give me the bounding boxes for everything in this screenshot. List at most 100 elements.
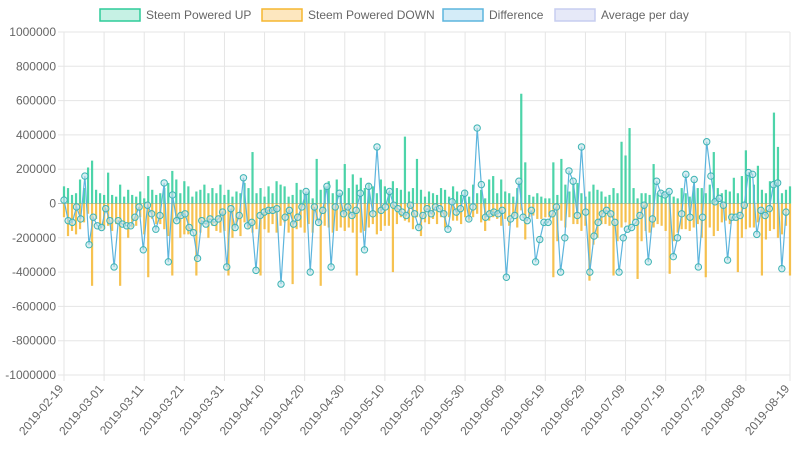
difference-point[interactable] [552,203,561,211]
difference-point[interactable] [302,187,310,196]
difference-point[interactable] [465,215,473,223]
difference-point[interactable] [356,189,365,197]
difference-point[interactable] [285,206,294,215]
difference-point[interactable] [168,191,177,199]
difference-point[interactable] [310,203,319,211]
difference-point[interactable] [314,218,323,227]
difference-point[interactable] [373,143,381,151]
difference-point[interactable] [419,211,427,220]
difference-point[interactable] [306,268,314,276]
difference-point[interactable] [577,143,586,151]
difference-point[interactable] [440,210,448,218]
difference-point[interactable] [339,210,348,218]
difference-point[interactable] [289,220,298,228]
difference-point[interactable] [277,280,285,288]
difference-point[interactable] [402,211,410,220]
difference-point[interactable] [227,204,235,213]
difference-point[interactable] [252,266,260,275]
difference-point[interactable] [406,201,415,209]
difference-point[interactable] [703,138,711,146]
difference-point[interactable] [68,218,77,227]
difference-point[interactable] [590,232,598,240]
difference-point[interactable] [369,210,377,218]
difference-point[interactable] [477,180,486,189]
difference-point[interactable] [736,211,744,220]
difference-point[interactable] [456,204,465,213]
difference-point[interactable] [239,174,248,182]
difference-point[interactable] [677,210,686,218]
difference-point[interactable] [444,225,452,233]
difference-point[interactable] [627,223,636,232]
difference-point[interactable] [223,263,231,271]
difference-point[interactable] [748,170,757,179]
difference-point[interactable] [181,210,189,218]
difference-point[interactable] [556,268,565,276]
difference-point[interactable] [502,273,511,281]
difference-point[interactable] [632,218,640,227]
difference-point[interactable] [364,182,373,191]
difference-point[interactable] [511,211,519,220]
difference-point[interactable] [319,206,327,215]
difference-point[interactable] [757,206,765,215]
legend-label-up[interactable]: Steem Powered UP [146,8,251,22]
difference-point[interactable] [106,216,114,225]
difference-point[interactable] [381,203,390,211]
difference-point[interactable] [193,254,202,263]
difference-point[interactable] [694,263,703,271]
legend-label-diff[interactable]: Difference [489,8,544,22]
difference-point[interactable] [435,204,444,213]
difference-point[interactable] [652,177,661,185]
difference-point[interactable] [536,235,544,244]
difference-point[interactable] [644,258,652,266]
difference-point[interactable] [60,196,68,204]
difference-point[interactable] [673,234,682,242]
difference-point[interactable] [327,263,335,271]
difference-point[interactable] [135,203,143,211]
difference-point[interactable] [410,210,419,218]
difference-point[interactable] [594,218,602,227]
difference-point[interactable] [715,194,723,203]
difference-point[interactable] [740,201,748,209]
difference-point[interactable] [682,170,690,179]
difference-point[interactable] [427,210,435,218]
difference-point[interactable] [273,204,281,213]
difference-point[interactable] [331,203,339,211]
difference-point[interactable] [298,203,306,211]
difference-point[interactable] [765,204,774,213]
difference-point[interactable] [156,211,164,220]
difference-point[interactable] [782,208,790,216]
difference-point[interactable] [498,206,506,215]
difference-point[interactable] [640,201,648,209]
difference-point[interactable] [753,230,761,239]
difference-point[interactable] [348,211,356,220]
difference-point[interactable] [248,218,256,227]
difference-point[interactable] [160,179,168,187]
difference-point[interactable] [527,206,536,215]
difference-point[interactable] [615,268,623,276]
difference-point[interactable] [569,177,577,185]
legend-swatch-avg[interactable] [554,8,596,22]
difference-point[interactable] [172,216,181,225]
difference-point[interactable] [773,179,782,187]
difference-point[interactable] [185,223,193,232]
legend-swatch-diff[interactable] [442,8,484,22]
difference-point[interactable] [152,225,160,233]
difference-point[interactable] [723,256,732,264]
difference-point[interactable] [235,211,243,220]
difference-point[interactable] [72,203,81,211]
difference-point[interactable] [611,218,619,227]
difference-point[interactable] [335,189,344,197]
difference-point[interactable] [139,246,147,254]
difference-point[interactable] [360,246,369,254]
legend-swatch-up[interactable] [99,8,141,22]
difference-point[interactable] [323,182,331,191]
difference-point[interactable] [581,208,590,216]
difference-point[interactable] [619,234,627,242]
difference-point[interactable] [164,258,173,266]
difference-point[interactable] [127,222,135,230]
difference-point[interactable] [352,206,360,215]
difference-point[interactable] [81,172,89,180]
difference-point[interactable] [698,213,707,221]
difference-point[interactable] [460,189,469,197]
difference-point[interactable] [548,210,556,218]
